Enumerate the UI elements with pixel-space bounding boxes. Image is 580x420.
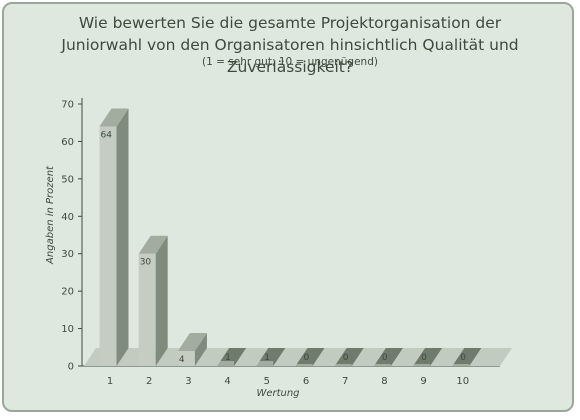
x-tick-label: 3 [185,376,191,387]
bar-flat [295,348,325,366]
y-tick-label: 70 [61,100,74,111]
bar-5: 1 [256,348,286,366]
bar-front [452,364,470,366]
bar-front [177,351,195,366]
data-label: 0 [343,353,349,363]
data-label: 30 [140,258,152,268]
y-tick-label: 20 [61,287,74,298]
bar-10: 0 [452,348,482,366]
data-label: 4 [179,355,185,365]
x-tick-label: 9 [420,376,426,387]
bar-front [99,126,117,366]
x-tick-label: 7 [342,376,348,387]
x-tick-label: 1 [107,376,113,387]
x-tick-label: 5 [264,376,270,387]
x-tick-label: 4 [224,376,230,387]
chart-frame [2,2,574,412]
x-axis-label: Wertung [256,388,299,399]
bar-front [295,364,313,366]
bar-front [217,361,235,366]
bar-flat [413,348,443,366]
bar-9: 0 [413,348,443,366]
bar-6: 0 [295,348,325,366]
data-label: 1 [264,353,270,363]
bar-side [116,108,129,366]
bar-flat [334,348,364,366]
bar-top [138,235,168,254]
chart-title-line-1: Wie bewerten Sie die gesamte Projektorga… [78,14,502,32]
data-label: 0 [304,353,310,363]
x-tick-label: 6 [303,376,309,387]
y-tick-label: 30 [61,249,74,260]
bar-7: 0 [334,348,364,366]
bars: 64 30 4 1 1 0 0 0 0 0 [99,108,482,366]
data-label: 64 [101,130,113,140]
data-label: 0 [421,353,427,363]
x-tick-label: 8 [381,376,387,387]
data-label: 0 [460,353,466,363]
data-label: 1 [225,353,231,363]
bar-front [334,364,352,366]
bar-flat [373,348,403,366]
y-tick-labels: 0 10 20 30 40 50 60 70 [61,100,74,373]
y-tick-label: 40 [61,212,74,223]
x-tick-labels: 1 2 3 4 5 6 7 8 9 10 [107,376,469,387]
bar-3: 4 [177,333,207,366]
bar-8: 0 [373,348,403,366]
bar-side [194,333,207,366]
bar-4: 1 [217,348,247,366]
bar-flat [452,348,482,366]
y-tick-label: 60 [61,137,74,148]
chart-subtitle: (1 = sehr gut; 10 = ungenügend) [202,56,378,68]
data-label: 0 [382,353,388,363]
chart-title-line-2: Juniorwahl von den Organisatoren hinsich… [61,36,519,76]
bar-front [373,364,391,366]
bar-side [155,235,168,366]
bar-top [99,108,129,127]
bar-front [256,361,274,366]
x-tick-label: 2 [146,376,152,387]
y-axis-label: Angaben in Prozent [45,165,56,265]
bar-top [177,333,207,352]
y-tick-label: 0 [68,362,74,373]
bar-front [138,253,156,366]
y-tick-label: 10 [61,324,74,335]
y-tick-label: 50 [61,174,74,185]
bar-front [413,364,431,366]
bar-1: 64 [99,108,129,366]
x-tick-label: 10 [456,376,469,387]
bar-2: 30 [138,235,168,366]
